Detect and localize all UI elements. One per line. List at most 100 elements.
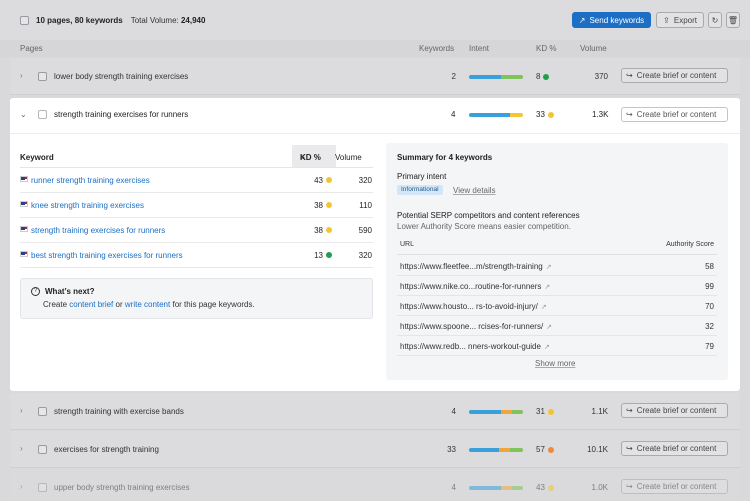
- url-link[interactable]: https://www.spoone... rcises-for-runners…: [400, 322, 552, 331]
- col-kd-label: KD %: [300, 153, 321, 162]
- create-brief-button[interactable]: ↪ Create brief or content: [621, 403, 728, 418]
- total-volume-value: 24,940: [180, 15, 206, 25]
- url-link[interactable]: https://www.fleetfee...m/strength-traini…: [400, 262, 552, 271]
- url-link[interactable]: https://www.nike.co...routine-for-runner…: [400, 282, 550, 291]
- view-details-link[interactable]: View details: [453, 186, 496, 195]
- share-icon: ↪: [626, 110, 633, 119]
- volume-value: 110: [359, 201, 372, 210]
- share-icon: ↪: [626, 482, 633, 491]
- authority-score: 79: [705, 342, 714, 351]
- url-row: https://www.housto... rs-to-avoid-injury…: [397, 296, 717, 316]
- page-row[interactable]: › exercises for strength training 33 57 …: [10, 431, 740, 468]
- page-row[interactable]: › strength training with exercise bands …: [10, 393, 740, 430]
- keyword-link[interactable]: runner strength training exercises: [31, 176, 150, 185]
- keyword-table-header: Keyword KD % ≡ Volume: [20, 145, 373, 168]
- col-volume[interactable]: Volume: [335, 153, 362, 162]
- url-row: https://www.spoone... rcises-for-runners…: [397, 316, 717, 336]
- table-row: runner strength training exercises 43 32…: [20, 168, 373, 193]
- page-title: lower body strength training exercises: [54, 72, 189, 81]
- url-link[interactable]: https://www.redb... nners-workout-guide ↗: [400, 342, 550, 351]
- keywords-count: 4: [451, 483, 456, 492]
- chevron-right-icon[interactable]: ›: [20, 406, 23, 415]
- url-text: https://www.housto... rs-to-avoid-injury…: [400, 302, 538, 311]
- page-row[interactable]: › upper body strength training exercises…: [10, 469, 740, 501]
- intent-bar: [469, 486, 523, 490]
- delete-button[interactable]: 🗑: [726, 12, 740, 28]
- authority-score: 70: [705, 302, 714, 311]
- chevron-right-icon[interactable]: ›: [20, 71, 23, 80]
- intent-bar: [469, 410, 523, 414]
- pages-count: 10 pages, 80 keywords: [36, 15, 123, 25]
- external-link-icon: ↗: [544, 284, 551, 291]
- kd-value: 31: [536, 407, 554, 416]
- create-brief-button[interactable]: ↪ Create brief or content: [621, 479, 728, 494]
- export-icon: ⇪: [663, 15, 670, 25]
- create-brief-button[interactable]: ↪ Create brief or content: [621, 68, 728, 83]
- url-link[interactable]: https://www.housto... rs-to-avoid-injury…: [400, 302, 547, 311]
- us-flag-icon: [20, 201, 28, 207]
- chevron-down-icon[interactable]: ⌄: [20, 110, 27, 119]
- text-or: or: [115, 300, 123, 309]
- create-brief-label: Create brief or content: [636, 406, 717, 415]
- intent-badge: Informational: [397, 185, 443, 195]
- keywords-count: 2: [451, 72, 456, 81]
- total-volume-label: Total Volume:: [130, 15, 179, 25]
- send-keywords-button[interactable]: ↗ Send keywords: [571, 12, 652, 28]
- create-brief-button[interactable]: ↪ Create brief or content: [621, 441, 728, 456]
- content-brief-link[interactable]: content brief: [69, 300, 114, 309]
- row-checkbox[interactable]: [38, 110, 47, 119]
- keywords-count: 4: [451, 110, 456, 119]
- col-url: URL: [400, 241, 415, 248]
- kd-value: 33: [536, 110, 554, 119]
- chevron-right-icon[interactable]: ›: [20, 482, 23, 491]
- page-row[interactable]: › lower body strength training exercises…: [10, 58, 740, 95]
- select-all-checkbox[interactable]: [20, 15, 29, 25]
- volume-value: 1.0K: [591, 483, 608, 492]
- create-brief-button[interactable]: ↪ Create brief or content: [621, 107, 728, 122]
- intent-bar: [469, 448, 523, 452]
- export-button[interactable]: ⇪ Export: [656, 12, 704, 28]
- kd-number: 31: [536, 407, 545, 416]
- show-more-link[interactable]: Show more: [535, 359, 576, 368]
- summary-title: Summary for 4 keywords: [397, 153, 493, 162]
- refresh-button[interactable]: ↻: [708, 12, 722, 28]
- authority-score: 99: [705, 282, 714, 291]
- total-volume: Total Volume: 24,940: [131, 16, 206, 25]
- kd-dot: [543, 73, 550, 80]
- primary-intent-label: Primary intent: [397, 172, 447, 181]
- write-content-link[interactable]: write content: [124, 300, 171, 309]
- chevron-right-icon[interactable]: ›: [20, 444, 23, 453]
- keyword-link[interactable]: best strength training exercises for run…: [31, 251, 183, 260]
- row-checkbox[interactable]: [38, 72, 47, 81]
- share-icon: ↪: [626, 444, 633, 453]
- authority-score: 58: [705, 262, 714, 271]
- col-keywords[interactable]: Keywords: [419, 44, 455, 53]
- keyword-link[interactable]: knee strength training exercises: [31, 201, 144, 210]
- col-kd-sorted[interactable]: KD % ≡: [292, 145, 336, 167]
- kd-value: 43: [536, 483, 554, 492]
- us-flag-icon: [20, 176, 28, 182]
- row-checkbox[interactable]: [38, 445, 47, 454]
- col-volume[interactable]: Volume: [580, 44, 607, 53]
- volume-value: 320: [358, 251, 372, 260]
- kd-dot: [547, 408, 554, 415]
- col-kd[interactable]: KD %: [536, 44, 557, 53]
- serp-title: Potential SERP competitors and content r…: [397, 211, 580, 220]
- expanded-row-header[interactable]: ⌄ strength training exercises for runner…: [10, 98, 740, 134]
- row-checkbox[interactable]: [38, 483, 47, 492]
- table-row: best strength training exercises for run…: [20, 243, 373, 268]
- text-tail: for this page keywords.: [172, 300, 255, 309]
- kd-number: 33: [536, 110, 545, 119]
- volume-value: 320: [358, 176, 372, 185]
- trash-icon: 🗑: [727, 15, 739, 25]
- volume-value: 10.1K: [587, 445, 608, 454]
- row-checkbox[interactable]: [38, 407, 47, 416]
- keyword-link[interactable]: strength training exercises for runners: [31, 226, 166, 235]
- intent-bar: [469, 113, 523, 117]
- sort-icon: ≡: [300, 153, 305, 162]
- toolbar: 10 pages, 80 keywords Total Volume: 24,9…: [0, 0, 750, 40]
- external-link-icon: ↗: [545, 264, 552, 271]
- url-row: https://www.fleetfee...m/strength-traini…: [397, 256, 717, 276]
- url-table-header: URL Authority Score: [397, 236, 717, 255]
- url-text: https://www.spoone... rcises-for-runners…: [400, 322, 544, 331]
